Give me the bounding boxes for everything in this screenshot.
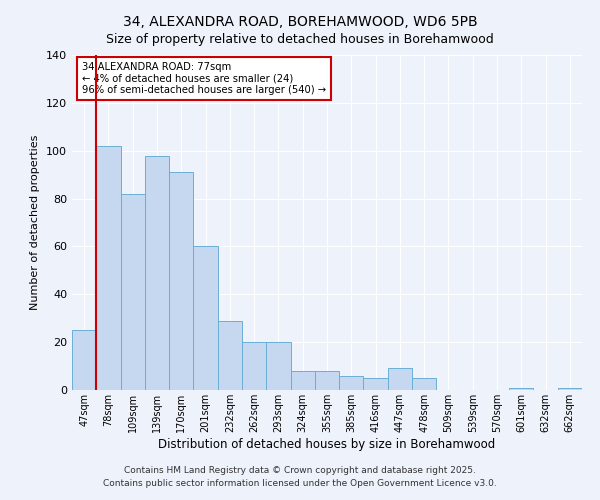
Text: 34 ALEXANDRA ROAD: 77sqm
← 4% of detached houses are smaller (24)
96% of semi-de: 34 ALEXANDRA ROAD: 77sqm ← 4% of detache… [82, 62, 326, 95]
Bar [242, 342, 266, 390]
X-axis label: Distribution of detached houses by size in Borehamwood: Distribution of detached houses by size … [158, 438, 496, 450]
Bar [412, 378, 436, 390]
Y-axis label: Number of detached properties: Number of detached properties [31, 135, 40, 310]
Bar [339, 376, 364, 390]
Bar [509, 388, 533, 390]
Bar [72, 330, 96, 390]
Bar [290, 371, 315, 390]
Bar [96, 146, 121, 390]
Bar [388, 368, 412, 390]
Bar [364, 378, 388, 390]
Bar [558, 388, 582, 390]
Bar [266, 342, 290, 390]
Bar [145, 156, 169, 390]
Bar [193, 246, 218, 390]
Bar [315, 371, 339, 390]
Text: 34, ALEXANDRA ROAD, BOREHAMWOOD, WD6 5PB: 34, ALEXANDRA ROAD, BOREHAMWOOD, WD6 5PB [122, 15, 478, 29]
Bar [218, 320, 242, 390]
Text: Contains HM Land Registry data © Crown copyright and database right 2025.
Contai: Contains HM Land Registry data © Crown c… [103, 466, 497, 487]
Bar [121, 194, 145, 390]
Text: Size of property relative to detached houses in Borehamwood: Size of property relative to detached ho… [106, 32, 494, 46]
Bar [169, 172, 193, 390]
